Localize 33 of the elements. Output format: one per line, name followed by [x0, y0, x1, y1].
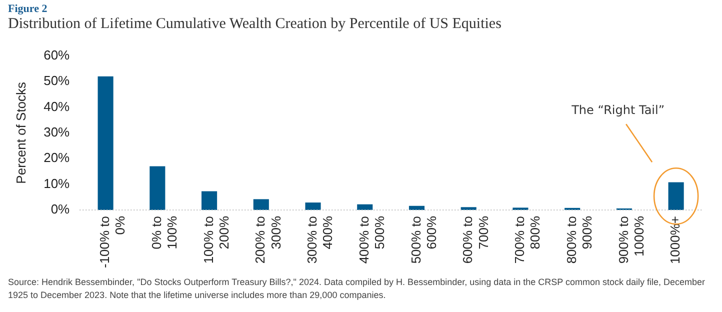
x-tick-label: 600% to 700% — [460, 216, 491, 264]
x-tick-label: -100% to 0% — [97, 216, 128, 268]
bar — [305, 202, 321, 210]
y-tick-label: 20% — [44, 150, 70, 166]
x-tick-label: 700% to 800% — [512, 216, 543, 264]
chart-subtitle: Figure 2 — [8, 3, 48, 15]
bar — [668, 182, 684, 210]
y-tick-label: 60% — [44, 47, 70, 62]
x-tick-label: 100% to 200% — [200, 216, 232, 264]
bar — [202, 191, 218, 210]
y-axis-title: Percent of Stocks — [13, 81, 28, 184]
chart-title: Distribution of Lifetime Cumulative Wealth Creation by Percentile of US Equities — [8, 16, 502, 33]
y-tick-label: 50% — [44, 73, 70, 88]
y-tick-label: 10% — [44, 176, 70, 191]
y-tick-label: 0% — [50, 202, 70, 217]
x-tick-label: 0% to 100% — [148, 216, 180, 250]
source-note: Source: Hendrik Bessembinder, "Do Stocks Outperform Treasury Bills?," 2024. Data compiled by H. Bessembinder, using data in the CRSP common stock daily file, December 1925 to December 2023. Note that the lifetime universe includes more than 29,000 companies. — [8, 276, 706, 302]
bar — [253, 199, 269, 210]
bar — [460, 207, 476, 210]
x-tick-label: 1000%+ — [668, 216, 683, 264]
bar — [150, 166, 166, 210]
bar — [357, 204, 373, 210]
x-tick-label: 400% to 500% — [356, 216, 388, 264]
x-tick-label: 500% to 600% — [408, 216, 439, 264]
x-tick-label: 200% to 300% — [252, 216, 284, 264]
y-tick-label: 40% — [44, 98, 70, 114]
annotation: The “Right Tail” — [570, 103, 665, 118]
bar — [408, 206, 425, 210]
y-tick-label: 30% — [44, 124, 70, 140]
x-tick-label: 900% to 1000% — [616, 216, 646, 264]
x-tick-label: 800% to 900% — [564, 216, 595, 264]
bar — [98, 76, 114, 210]
x-tick-label: 300% to 400% — [304, 216, 336, 264]
